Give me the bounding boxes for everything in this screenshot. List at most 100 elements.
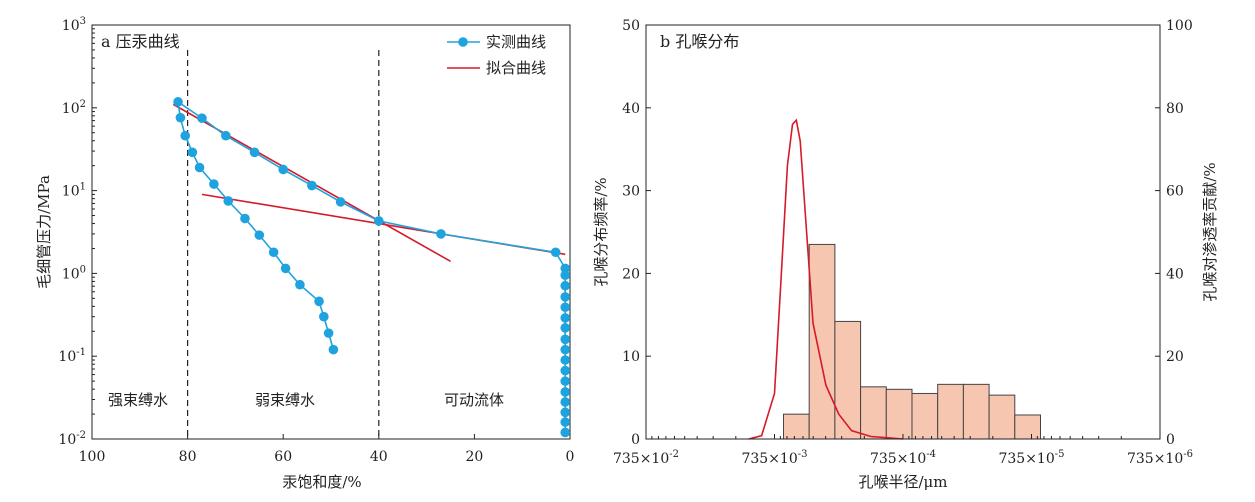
panel-a-region-labels: 强束缚水 弱束缚水 可动流体 <box>108 391 504 409</box>
a-measured-point-12 <box>560 302 571 313</box>
a-measured-point-1 <box>560 417 571 427</box>
panel-b-y2-ticks: 0 20 40 60 80 100 <box>1155 18 1193 448</box>
a-y-tick-label-2: 100 <box>62 264 86 282</box>
a-measured-point-3 <box>560 397 571 407</box>
a-measured-point-17 <box>550 247 561 258</box>
panel-a-fit-lines <box>172 103 566 262</box>
a-x-tick-label-4: 20 <box>465 449 483 465</box>
panel-b-contribution-curve <box>748 118 904 440</box>
panel-a-x-label: 汞饱和度/% <box>282 473 361 491</box>
a-y-tick-label-3: 101 <box>62 182 86 200</box>
a-measured-point-16 <box>560 263 571 274</box>
a-measured-point-36 <box>280 263 291 274</box>
histogram-bar-0 <box>782 413 810 440</box>
histogram-bar-7 <box>962 383 990 440</box>
a-measured-point-5 <box>560 376 571 386</box>
contribution-curve-line <box>748 118 904 440</box>
region-label-weak: 弱束缚水 <box>255 391 315 409</box>
b-y2-tick-label-5: 100 <box>1166 18 1193 34</box>
b-x-tick-label-3: 735×10-5 <box>998 449 1064 467</box>
region-label-strong: 强束缚水 <box>108 391 168 409</box>
panel-a-frame <box>91 24 571 440</box>
a-measured-point-28 <box>180 130 191 141</box>
b-y-tick-label-0: 0 <box>631 432 640 448</box>
b-y2-tick-label-1: 20 <box>1166 349 1184 365</box>
histogram-bar-2 <box>834 320 862 440</box>
panel-a-legend: 实测曲线 拟合曲线 <box>447 33 546 77</box>
histogram-bar-9 <box>1014 414 1041 440</box>
a-measured-point-35 <box>268 247 279 258</box>
b-x-tick-label-0: 735×10-2 <box>613 449 679 467</box>
histogram-bar-8 <box>988 394 1016 440</box>
panel-b-title: b 孔喉分布 <box>660 32 739 51</box>
a-measured-point-18 <box>436 229 446 239</box>
histogram-bar-6 <box>937 383 964 440</box>
a-measured-point-27 <box>175 112 186 123</box>
a-measured-point-30 <box>194 162 205 173</box>
a-measured-point-37 <box>295 279 305 290</box>
a-measured-point-8 <box>560 344 571 355</box>
panel-b-x-label: 孔喉半径/μm <box>858 473 947 491</box>
b-y2-tick-label-4: 80 <box>1166 101 1184 117</box>
b-x-tick-label-2: 735×10-4 <box>870 449 936 467</box>
a-measured-point-11 <box>560 313 571 323</box>
a-measured-point-15 <box>560 270 571 281</box>
a-measured-point-2 <box>560 407 571 418</box>
histogram-bar-5 <box>911 392 939 440</box>
panel-b-frame <box>645 24 1161 440</box>
a-measured-point-9 <box>560 334 571 345</box>
a-measured-point-0 <box>560 427 571 438</box>
legend-fit-label: 拟合曲线 <box>486 59 546 77</box>
a-measured-point-40 <box>323 328 334 338</box>
panel-b-histogram <box>782 243 1041 440</box>
a-measured-point-34 <box>254 230 265 240</box>
a-measured-point-25 <box>197 113 207 123</box>
a-measured-point-14 <box>560 280 571 291</box>
a-x-tick-label-3: 40 <box>370 449 388 465</box>
panel-a-boundary-lines <box>187 50 380 439</box>
a-measured-point-7 <box>560 355 571 365</box>
a-x-tick-label-0: 100 <box>79 449 106 465</box>
panel-b-pore-distribution: b 孔喉分布 孔喉半径/μm 孔喉分布频率/% 孔喉对渗透率贡献/% 735×1… <box>592 18 1219 491</box>
a-x-tick-label-5: 0 <box>566 449 575 465</box>
a-measured-point-10 <box>560 323 571 333</box>
panel-a-y-ticks: 10-2 10-1 100 101 102 103 <box>58 16 97 448</box>
b-y2-tick-label-3: 60 <box>1166 184 1184 200</box>
panel-b-y2-label: 孔喉对渗透率贡献/% <box>1201 162 1219 301</box>
panel-b-y-ticks: 0 10 20 30 40 50 <box>622 18 651 448</box>
a-measured-point-38 <box>314 296 324 307</box>
b-y-tick-label-4: 40 <box>622 101 640 117</box>
b-y-tick-label-5: 50 <box>622 18 640 34</box>
histogram-bar-4 <box>885 388 913 440</box>
b-x-tick-label-1: 735×10-3 <box>741 449 807 467</box>
b-y-tick-label-2: 20 <box>622 266 640 282</box>
a-measured-point-32 <box>223 196 234 206</box>
a-y-tick-label-0: 10-2 <box>58 430 86 448</box>
a-measured-point-19 <box>374 216 384 226</box>
b-x-tick-label-4: 735×10-6 <box>1127 449 1193 467</box>
a-measured-point-13 <box>560 292 571 302</box>
a-measured-point-31 <box>209 179 219 189</box>
b-y-tick-label-3: 30 <box>622 184 640 200</box>
a-x-tick-label-2: 60 <box>274 449 292 465</box>
a-y-tick-label-5: 103 <box>62 16 86 34</box>
histogram-bar-3 <box>860 386 887 440</box>
a-measured-point-6 <box>560 365 571 376</box>
a-y-tick-label-1: 10-1 <box>58 347 86 365</box>
a-measured-point-21 <box>307 180 317 191</box>
region-label-movable: 可动流体 <box>444 391 504 409</box>
a-measured-point-24 <box>221 130 231 141</box>
a-measured-point-4 <box>560 387 571 397</box>
legend-measured-label: 实测曲线 <box>486 33 546 51</box>
a-measured-line <box>176 100 567 433</box>
legend-measured-marker <box>458 37 468 47</box>
panel-a-y-label: 毛细管压力/MPa <box>35 175 53 289</box>
a-measured-point-23 <box>249 147 260 158</box>
panel-b-x-ticks: 735×10-2 735×10-3 735×10-4 735×10-5 735×10-6 <box>613 434 1193 467</box>
a-measured-point-20 <box>335 197 346 207</box>
a-y-tick-label-4: 102 <box>62 99 86 117</box>
a-measured-point-41 <box>328 344 339 355</box>
a-x-tick-label-1: 80 <box>179 449 197 465</box>
